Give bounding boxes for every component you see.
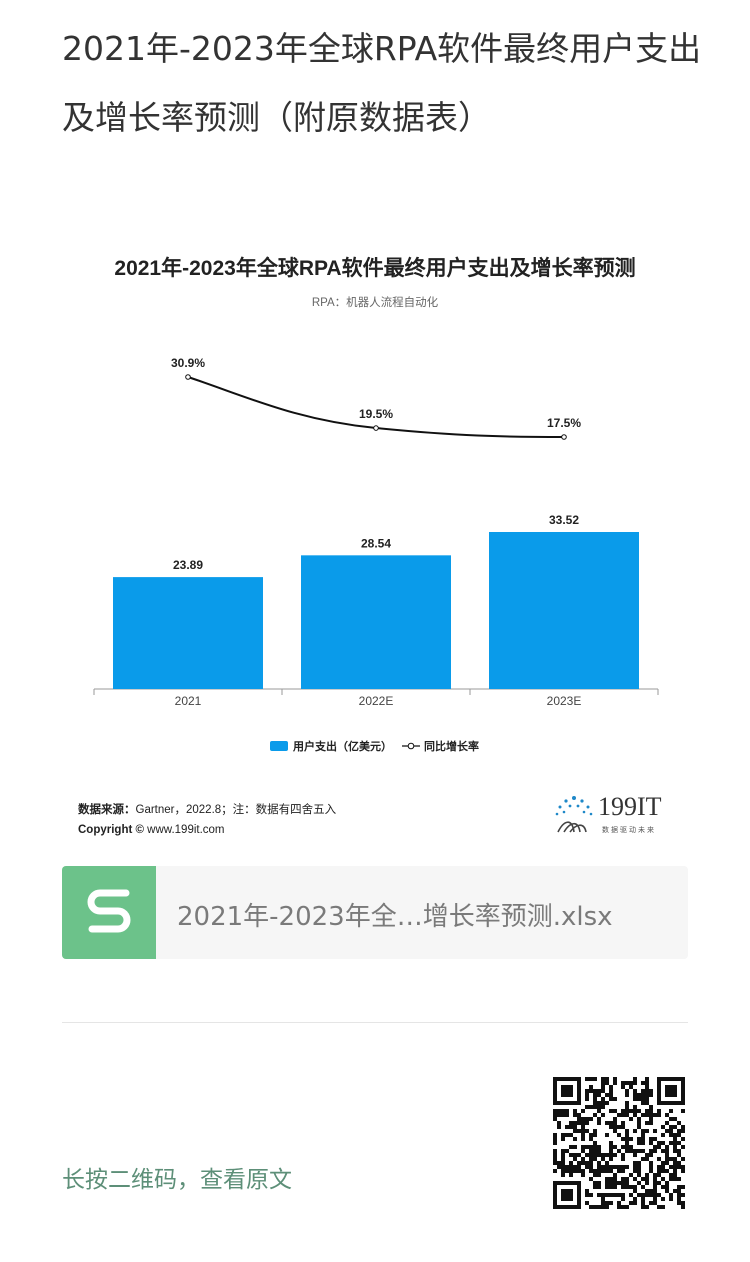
copyright-text: www.199it.com <box>147 824 225 836</box>
source-text: Gartner，2022.8；注：数据有四舍五入 <box>135 804 337 816</box>
attachment-file-name: 2021年-2023年全…增长率预测.xlsx <box>177 902 613 932</box>
divider <box>62 1022 688 1023</box>
article-title: 2021年-2023年全球RPA软件最终用户支出及增长率预测（附原数据表） <box>62 29 702 137</box>
qr-hint-text: 长按二维码，查看原文 <box>62 1167 292 1193</box>
growth-point <box>373 425 379 431</box>
brand-tagline: 数据驱动未来 <box>602 826 656 834</box>
chart-source: 数据来源：Gartner，2022.8；注：数据有四舍五入 Copyright … <box>78 800 336 840</box>
source-label: 数据来源： <box>78 804 136 816</box>
brand-logo: 199IT 数据驱动未来 <box>552 792 682 840</box>
chart-title: 2021年-2023年全球RPA软件最终用户支出及增长率预测 <box>114 257 636 280</box>
spreadsheet-icon <box>62 866 156 959</box>
legend-line-marker <box>407 742 415 750</box>
bar-2023E <box>489 532 639 689</box>
copyright-label: Copyright © <box>78 824 144 836</box>
growth-value-label: 30.9% <box>171 356 205 370</box>
bar-2022E <box>301 555 451 689</box>
bar-2021 <box>113 577 263 689</box>
legend-bar-swatch <box>270 741 288 751</box>
bar-value-label: 23.89 <box>173 558 203 572</box>
brand-dots-icon <box>555 796 593 833</box>
qr-code-icon[interactable] <box>553 1077 685 1209</box>
growth-value-label: 17.5% <box>547 416 581 430</box>
x-tick-label: 2022E <box>359 694 394 708</box>
chart-subtitle: RPA：机器人流程自动化 <box>311 297 439 309</box>
chart-image: 2021年-2023年全球RPA软件最终用户支出及增长率预测 RPA：机器人流程… <box>62 232 688 852</box>
growth-value-label: 19.5% <box>359 407 393 421</box>
legend-bar-label: 用户支出（亿美元） <box>293 739 392 753</box>
x-tick-label: 2023E <box>547 694 582 708</box>
growth-point <box>561 434 567 440</box>
bar-value-label: 33.52 <box>549 513 579 527</box>
x-tick-label: 2021 <box>175 694 202 708</box>
attachment-file-card[interactable]: 2021年-2023年全…增长率预测.xlsx <box>62 866 688 959</box>
bar-value-label: 28.54 <box>361 536 391 550</box>
growth-point <box>185 374 191 380</box>
brand-name: 199IT <box>598 792 662 821</box>
legend-line-label: 同比增长率 <box>424 739 479 753</box>
chart-plot: 23.89 2021 28.54 2022E 33.52 2023E 30.9% 19.5% 1… <box>93 356 659 753</box>
